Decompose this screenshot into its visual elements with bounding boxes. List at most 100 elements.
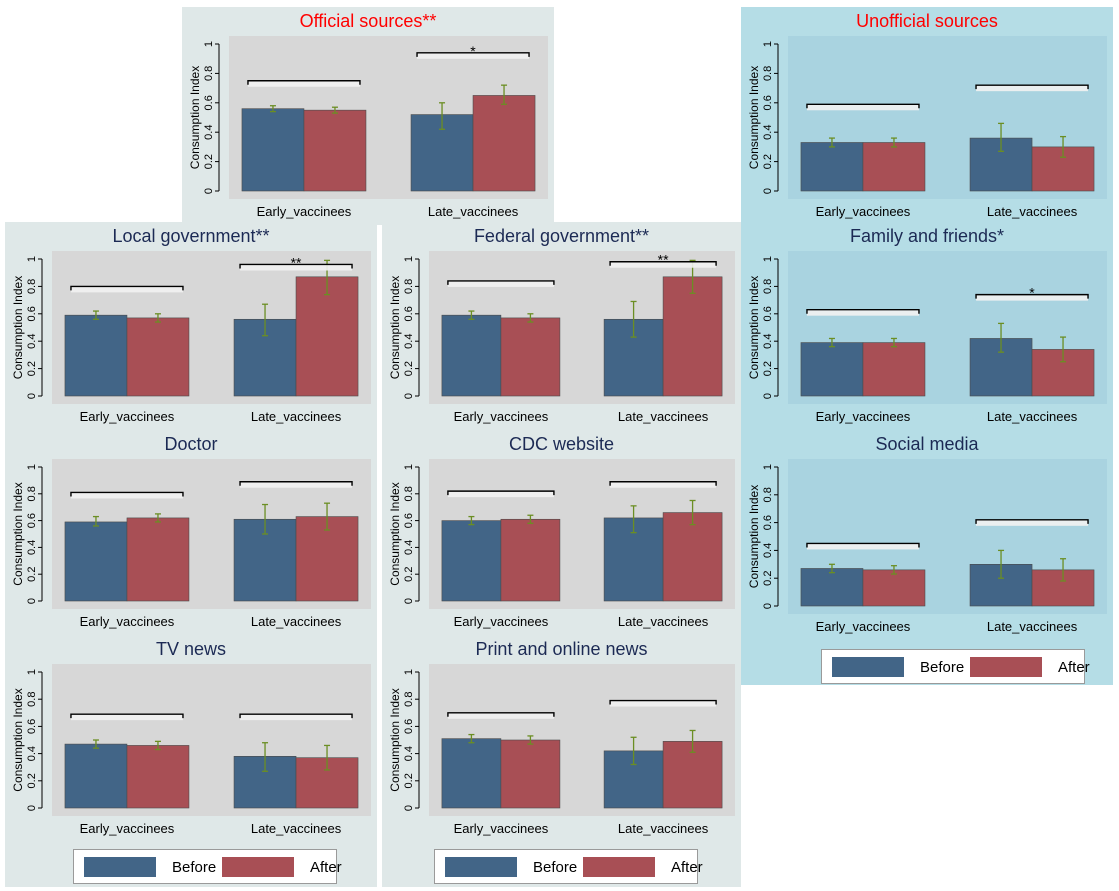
y-axis-label: Consumption Index [388, 482, 402, 585]
chart-title: Print and online news [475, 639, 647, 659]
x-tick-label: Early_vaccinees [454, 614, 549, 629]
sig-bracket-fill [976, 294, 1089, 301]
y-tick-label: 1 [26, 669, 38, 675]
y-axis-label: Consumption Index [388, 276, 402, 379]
y-tick-label: 0.2 [203, 154, 215, 169]
legend-label-before: Before [533, 858, 578, 876]
sig-bracket-fill [806, 543, 919, 550]
legend-right: Before After [821, 649, 1090, 684]
x-tick-label: Early_vaccinees [816, 409, 911, 424]
bar-before-0 [441, 738, 502, 809]
y-tick-label: 0.8 [26, 279, 38, 294]
y-tick-label: 0.2 [26, 567, 38, 582]
sig-bracket [70, 713, 184, 719]
y-tick-label: 0.8 [403, 486, 415, 501]
bar-before-0 [441, 314, 502, 397]
y-tick-label: 1 [203, 41, 215, 47]
y-tick-label: 0.2 [762, 361, 774, 376]
y-tick-label: 0.6 [762, 515, 774, 530]
y-axis-label: Consumption Index [747, 485, 761, 588]
sig-bracket [70, 285, 184, 291]
x-tick-label: Early_vaccinees [816, 204, 911, 219]
legend-item-before: Before [445, 857, 577, 877]
bar-after-0 [303, 109, 367, 192]
y-tick-label: 1 [762, 41, 774, 47]
y-tick-label: 0.4 [26, 334, 38, 349]
y-tick-label: 0.4 [762, 125, 774, 140]
legend-swatch-before [445, 857, 517, 877]
panel-doctor: Doctor 0 0.2 0.4 0.6 0.8 1 Consumption Index Ear… [5, 430, 377, 635]
x-tick-label: Early_vaccinees [80, 614, 175, 629]
x-tick-label: Late_vaccinees [618, 821, 709, 836]
x-tick-label: Early_vaccinees [257, 204, 352, 219]
y-tick-label: 1 [762, 256, 774, 262]
panel-tv-news: TV news 0 0.2 0.4 0.6 0.8 1 Consumption Index Ea… [5, 635, 377, 842]
y-axis-label: Consumption Index [11, 688, 25, 791]
legend-label-before: Before [920, 658, 965, 676]
y-tick-label: 0.2 [762, 571, 774, 586]
y-tick-label: 0.6 [203, 95, 215, 110]
chart-title: CDC website [509, 434, 614, 454]
sig-bracket-fill [447, 491, 554, 498]
y-tick-label: 0.2 [403, 361, 415, 376]
bar-after-0 [862, 142, 926, 192]
y-tick-label: 0.2 [762, 154, 774, 169]
y-tick-label: 0.2 [26, 361, 38, 376]
chart-svg: TV news 0 0.2 0.4 0.6 0.8 1 Consumption Index Ea… [5, 635, 377, 842]
chart-svg: Official sources** 0 0.2 0.4 0.6 0.8 1 Consumpt… [182, 7, 554, 225]
sig-label: ** [291, 254, 302, 270]
x-tick-label: Late_vaccinees [428, 204, 519, 219]
sig-bracket [239, 713, 353, 719]
sig-bracket-fill [447, 712, 554, 719]
bar-after-0 [126, 517, 190, 602]
legend-swatch-after [970, 657, 1042, 677]
bar-before-0 [800, 568, 864, 607]
y-tick-label: 0.4 [403, 334, 415, 349]
bar-after-0 [126, 745, 190, 809]
y-tick-label: 0.6 [762, 306, 774, 321]
panel-local-government: Local government** 0 0.2 0.4 0.6 0.8 1 Consumpt… [5, 222, 377, 430]
x-tick-label: Late_vaccinees [987, 619, 1078, 634]
chart-svg: Local government** 0 0.2 0.4 0.6 0.8 1 Consumpt… [5, 222, 377, 430]
sig-bracket-fill [610, 261, 717, 268]
y-tick-label: 0 [403, 805, 415, 811]
x-tick-label: Late_vaccinees [987, 204, 1078, 219]
x-tick-label: Early_vaccinees [816, 619, 911, 634]
chart-svg: CDC website 0 0.2 0.4 0.6 0.8 1 Consumption Ind… [382, 430, 741, 635]
sig-bracket-fill [240, 714, 353, 721]
y-tick-label: 0 [403, 393, 415, 399]
bar-before-0 [64, 521, 128, 602]
bar-before-0 [64, 314, 128, 397]
x-tick-label: Early_vaccinees [454, 821, 549, 836]
y-tick-label: 0.8 [762, 66, 774, 81]
bar-after-1 [662, 512, 723, 602]
sig-bracket-fill [806, 104, 919, 111]
legend-swatch-after [583, 857, 655, 877]
sig-bracket [975, 84, 1089, 90]
y-tick-label: 0 [26, 805, 38, 811]
sig-bracket [806, 103, 920, 109]
sig-bracket-fill [240, 264, 353, 271]
y-tick-label: 0.6 [403, 719, 415, 734]
bar-after-1 [662, 276, 723, 397]
bar-after-0 [862, 342, 926, 397]
legend-label-after: After [310, 858, 342, 876]
y-tick-label: 0.2 [403, 773, 415, 788]
sig-bracket [239, 481, 353, 486]
bar-after-1 [295, 516, 359, 602]
chart-svg: Print and online news 0 0.2 0.4 0.6 0.8 1 Consu… [382, 635, 741, 842]
y-tick-label: 0 [403, 598, 415, 604]
y-tick-label: 0.6 [403, 306, 415, 321]
bar-before-0 [800, 342, 864, 397]
legend-left: Before After [73, 849, 342, 884]
y-tick-label: 0.8 [203, 66, 215, 81]
y-tick-label: 0.4 [203, 125, 215, 140]
y-tick-label: 0.4 [403, 540, 415, 555]
legend-swatch-after [222, 857, 294, 877]
y-axis-label: Consumption Index [747, 276, 761, 379]
sig-bracket [247, 80, 361, 85]
bar-before-0 [241, 108, 305, 192]
y-tick-label: 1 [403, 256, 415, 262]
chart-svg: Federal government** 0 0.2 0.4 0.6 0.8 1 Consum… [382, 222, 741, 430]
panel-unofficial-sources: Unofficial sources 0 0.2 0.4 0.6 0.8 1 Consumpt… [741, 7, 1113, 225]
